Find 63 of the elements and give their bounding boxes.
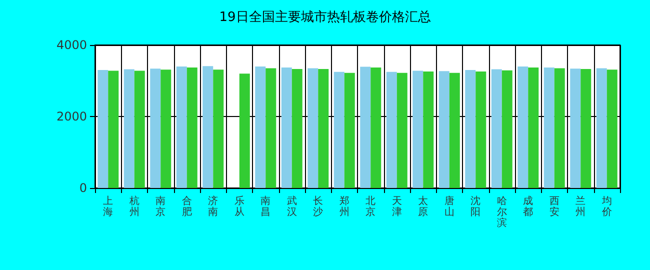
bar <box>438 71 450 188</box>
x-tick-label: 上海 <box>103 195 114 218</box>
bar <box>606 70 618 188</box>
bar <box>580 68 592 188</box>
bar <box>334 72 344 188</box>
bar <box>528 68 539 188</box>
bar <box>134 70 145 188</box>
x-tick-label: 合肥 <box>182 195 192 218</box>
x-tick-label: 西安 <box>549 196 560 218</box>
bar <box>544 68 554 188</box>
bar <box>570 68 581 188</box>
bar <box>255 66 266 188</box>
x-tick-label: 济南 <box>208 195 218 218</box>
x-tick-label: 南昌 <box>260 195 271 218</box>
x-tick-label: 乐从 <box>234 195 244 218</box>
x-tick-label: 太原 <box>418 195 428 218</box>
bar <box>491 69 502 188</box>
bar <box>396 72 408 188</box>
bar <box>386 72 397 188</box>
bar <box>281 68 292 188</box>
bar <box>360 66 371 188</box>
x-tick-label: 兰州 <box>576 195 586 218</box>
bar <box>292 68 302 188</box>
bar <box>308 68 318 188</box>
bar <box>554 68 565 188</box>
bar <box>176 66 187 188</box>
bar <box>370 68 382 188</box>
bar <box>239 74 250 188</box>
x-tick-label: 沈阳 <box>470 195 481 218</box>
bar <box>449 72 460 188</box>
bar <box>186 68 198 188</box>
x-tick-label: 成都 <box>523 195 534 218</box>
bar <box>98 70 108 188</box>
bar <box>344 72 355 188</box>
bar <box>213 70 224 188</box>
bar <box>266 68 276 188</box>
chart-title: 19日全国主要城市热轧板卷价格汇总 <box>219 9 431 25</box>
x-tick-label: 均价 <box>600 195 612 218</box>
bar <box>202 66 214 188</box>
bar <box>108 70 119 188</box>
x-tick-label: 长沙 <box>313 195 324 218</box>
bar <box>318 68 329 188</box>
bar <box>476 71 486 188</box>
y-tick-label: 4000 <box>56 38 87 52</box>
bar <box>502 70 512 188</box>
x-tick-label: 郑州 <box>339 195 350 218</box>
bar <box>412 70 424 188</box>
x-tick-label: 天津 <box>392 196 402 218</box>
x-tick-label: 哈尔滨 <box>496 195 507 229</box>
bar <box>596 68 607 188</box>
bar <box>423 71 434 188</box>
y-tick-label: 0 <box>79 181 87 195</box>
x-tick-label: 南京 <box>156 195 166 218</box>
bar <box>465 70 476 188</box>
bar <box>160 70 172 188</box>
bar <box>124 69 134 188</box>
x-tick-label: 武汉 <box>286 195 297 218</box>
bar <box>150 68 161 188</box>
x-tick-label: 唐山 <box>444 195 454 218</box>
x-tick-label: 杭州 <box>128 195 140 218</box>
y-tick-label: 2000 <box>56 110 87 124</box>
x-tick-label: 北京 <box>366 195 376 218</box>
bar <box>518 66 528 188</box>
